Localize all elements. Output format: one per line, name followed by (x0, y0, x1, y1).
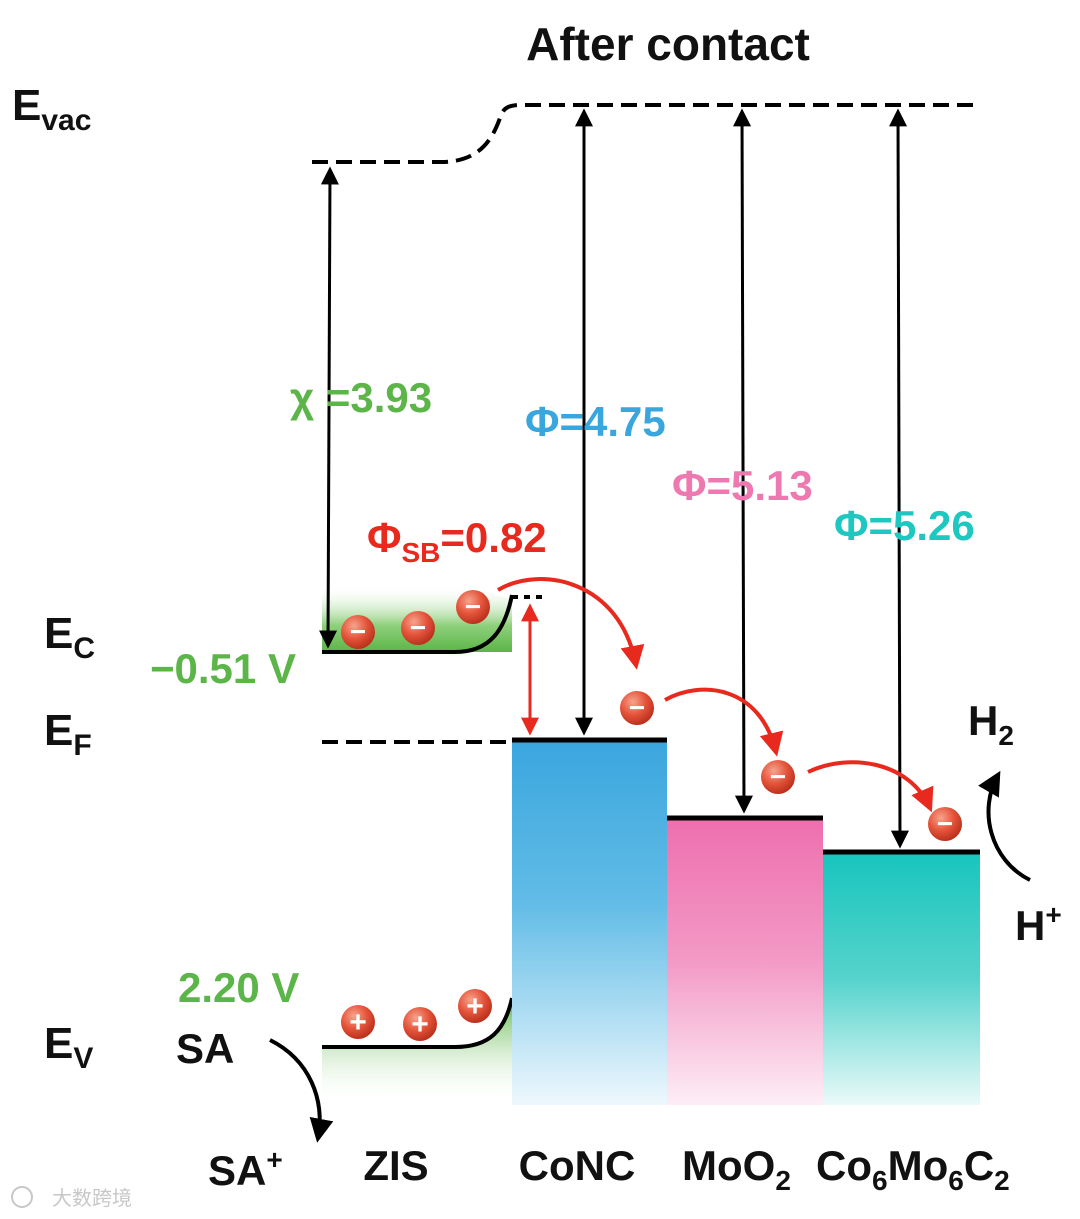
chi-arrow (319, 166, 339, 649)
material-label-zis: ZIS (363, 1142, 428, 1189)
sa-plus-label: SA+ (208, 1144, 283, 1194)
material-label-co6mo6c2: Co6Mo6C2 (816, 1142, 1010, 1196)
hole-charge: + (403, 1007, 437, 1041)
phi-sb-label: ΦSB=0.82 (367, 514, 547, 568)
watermark-logo-icon (11, 1186, 33, 1208)
svg-text:−: − (410, 612, 426, 643)
phi-co6mo6c2-label: Φ=5.26 (834, 502, 975, 549)
hydrogen-evolution-arrow (978, 770, 1031, 882)
svg-text:−: − (350, 616, 366, 647)
moo2-block (667, 818, 823, 1105)
conc-block (512, 740, 667, 1105)
electron-charge: − (456, 590, 490, 624)
hole-charge: + (341, 1005, 375, 1039)
svg-text:−: − (465, 591, 481, 622)
phi-conc-label: Φ=4.75 (525, 398, 666, 445)
electron-charge: − (341, 615, 375, 649)
svg-text:+: + (349, 1006, 367, 1039)
zis-vb-line (322, 997, 514, 1049)
sa-oxidation-arrow (269, 1038, 334, 1143)
label-evac: Evac (12, 81, 91, 137)
chi-label: χ =3.93 (290, 374, 432, 421)
material-label-conc: CoNC (519, 1142, 636, 1189)
electron-transfer-arrow-1 (496, 577, 645, 670)
watermark: 大数跨境 (11, 1186, 132, 1210)
h2-label: H2 (968, 697, 1014, 751)
vb-potential-label: 2.20 V (178, 964, 299, 1011)
h-plus-label: H+ (1015, 899, 1062, 949)
watermark-text: 大数跨境 (52, 1186, 132, 1210)
electron-transfer-arrow-3 (807, 760, 934, 813)
label-ec: EC (44, 609, 95, 665)
phi-moo2-arrow (733, 108, 753, 814)
sa-label: SA (176, 1025, 234, 1072)
svg-text:+: + (466, 990, 484, 1023)
zis-vb-fill (322, 998, 512, 1105)
svg-text:+: + (411, 1008, 429, 1041)
label-ef: EF (44, 706, 92, 762)
electron-charge: − (761, 760, 795, 794)
material-label-moo2: MoO2 (682, 1142, 791, 1196)
phi-moo2-label: Φ=5.13 (672, 462, 813, 509)
phi-co6mo6c2-arrow (889, 108, 909, 849)
svg-text:−: − (937, 808, 953, 839)
zis-cb-line (322, 594, 514, 654)
cb-potential-label: −0.51 V (150, 645, 296, 692)
co6mo6c2-block (823, 852, 980, 1105)
diagram-title: After contact (526, 18, 810, 70)
electron-charge: − (620, 691, 654, 725)
vacuum-level-line (312, 103, 975, 164)
svg-text:−: − (629, 692, 645, 723)
label-ev: EV (44, 1019, 93, 1075)
hole-charge: + (458, 989, 492, 1023)
electron-charge: − (928, 807, 962, 841)
svg-text:−: − (770, 761, 786, 792)
electron-charge: − (401, 611, 435, 645)
electron-transfer-arrow-2 (664, 687, 784, 757)
